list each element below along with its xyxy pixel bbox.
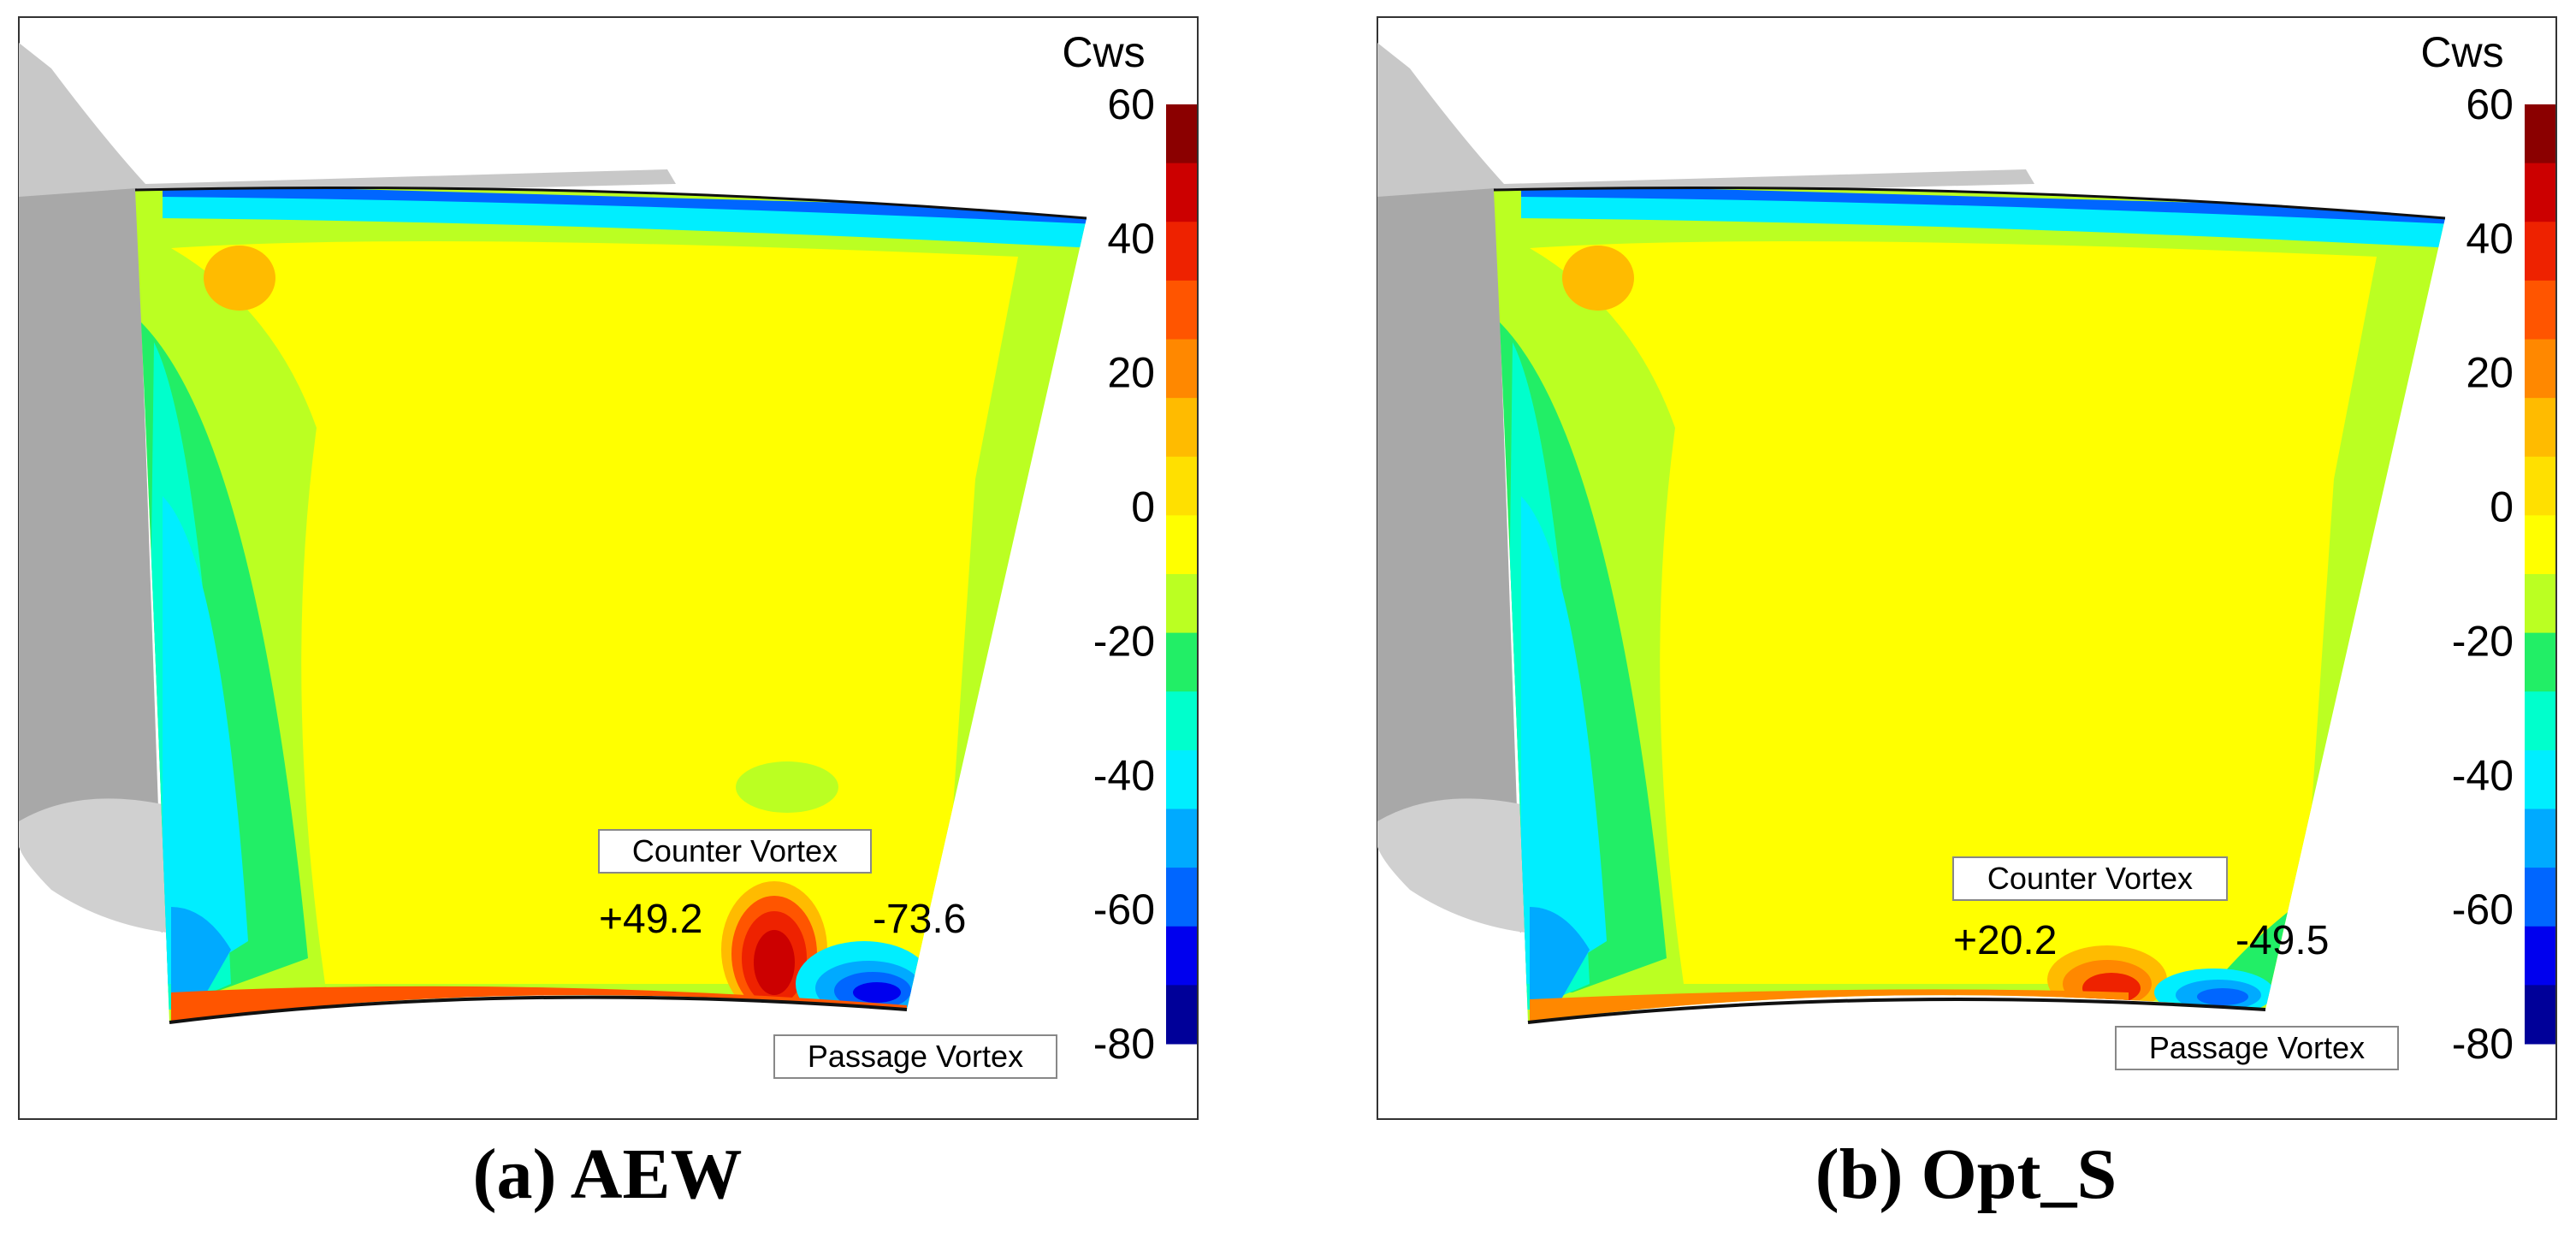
colorbar-segment — [1166, 104, 1197, 164]
colorbar-segment — [2525, 691, 2555, 751]
colorbar-tick-label: -60 — [1093, 886, 1155, 933]
passage-vortex-value: -73.6 — [873, 897, 966, 942]
colorbar-segment — [1166, 985, 1197, 1045]
colorbar-segment — [2525, 574, 2555, 634]
colorbar-segment — [2525, 104, 2555, 164]
colorbar-segment — [2525, 926, 2555, 986]
colorbar-tick-label: 0 — [1131, 483, 1155, 531]
colorbar-tick-label: -20 — [1093, 617, 1155, 665]
colorbar-segment — [1166, 926, 1197, 986]
colorbar-tick-label: 20 — [2466, 349, 2514, 397]
colorbar-segment — [1166, 691, 1197, 751]
blade-geometry — [19, 188, 163, 933]
colorbar-segment — [1166, 456, 1197, 516]
colorbar-title: Cws — [2420, 28, 2503, 76]
colorbar-segment — [2525, 749, 2555, 809]
counter-vortex-value: +20.2 — [1953, 918, 2057, 963]
colorbar-segment — [1166, 222, 1197, 281]
colorbar-segment — [2525, 339, 2555, 399]
colorbar-segment — [2525, 398, 2555, 458]
colorbar: 60 40 20 0 -20 -40 -60 -80 — [1093, 80, 1197, 1068]
colorbar-segment — [1166, 574, 1197, 634]
colorbar-tick-label: -80 — [2452, 1020, 2514, 1068]
colorbar-segment — [1166, 163, 1197, 222]
passage-vortex-box — [2115, 1026, 2399, 1070]
colorbar-tick-label: -60 — [2452, 886, 2514, 933]
colorbar-segment — [2525, 632, 2555, 692]
counter-vortex-box — [1952, 856, 2228, 901]
panel-b-contour-plot: Counter Vortex +20.2 -49.5 Passage Vorte… — [1377, 16, 2557, 1120]
colorbar-segment — [1166, 515, 1197, 575]
colorbar-tick-label: 40 — [1107, 215, 1155, 263]
panel-b-caption: (b) Opt_S — [1815, 1134, 2117, 1214]
panel-a-caption: (a) AEW — [472, 1134, 743, 1214]
colorbar-segment — [2525, 163, 2555, 222]
counter-vortex-box — [598, 829, 872, 874]
hub-geometry — [19, 43, 676, 205]
colorbar-tick-label: 20 — [1107, 349, 1155, 397]
colorbar-segment — [2525, 456, 2555, 516]
blade-geometry — [1377, 188, 1521, 933]
colorbar-segment — [1166, 632, 1197, 692]
colorbar-segment — [2525, 985, 2555, 1045]
passage-vortex-value: -49.5 — [2235, 918, 2329, 963]
colorbar-tick-label: 0 — [2490, 483, 2514, 531]
colorbar-tick-label: 60 — [2466, 80, 2514, 128]
panel-a-contour-plot: Counter Vortex +49.2 -73.6 Passage Vorte… — [18, 16, 1199, 1120]
passage-vortex-label: Passage Vortex — [808, 1039, 1023, 1074]
colorbar-tick-label: 40 — [2466, 215, 2514, 263]
colorbar-segment — [1166, 809, 1197, 868]
colorbar-tick-label: 60 — [1107, 80, 1155, 128]
counter-vortex-label: Counter Vortex — [1987, 861, 2193, 896]
colorbar-title: Cws — [1062, 28, 1145, 76]
colorbar-segment — [2525, 515, 2555, 575]
colorbar-segment — [2525, 280, 2555, 340]
passage-vortex-label: Passage Vortex — [2149, 1030, 2365, 1065]
passage-vortex-box — [773, 1034, 1057, 1079]
counter-vortex-label: Counter Vortex — [632, 833, 838, 868]
colorbar-segment — [2525, 222, 2555, 281]
colorbar-segment — [1166, 339, 1197, 399]
colorbar: 60 40 20 0 -20 -40 -60 -80 — [2452, 80, 2555, 1068]
colorbar-segment — [1166, 868, 1197, 927]
colorbar-segment — [2525, 809, 2555, 868]
colorbar-segment — [1166, 749, 1197, 809]
colorbar-tick-label: -40 — [2452, 751, 2514, 799]
colorbar-segment — [1166, 280, 1197, 340]
hub-geometry — [1377, 43, 2034, 205]
colorbar-tick-label: -40 — [1093, 751, 1155, 799]
colorbar-tick-label: -20 — [2452, 617, 2514, 665]
colorbar-segment — [2525, 868, 2555, 927]
colorbar-segment — [1166, 398, 1197, 458]
hub-lower-geometry — [19, 798, 167, 933]
colorbar-tick-label: -80 — [1093, 1020, 1155, 1068]
contour-field — [1494, 187, 2445, 1022]
hub-lower-geometry — [1377, 798, 1525, 933]
counter-vortex-value: +49.2 — [599, 897, 702, 942]
